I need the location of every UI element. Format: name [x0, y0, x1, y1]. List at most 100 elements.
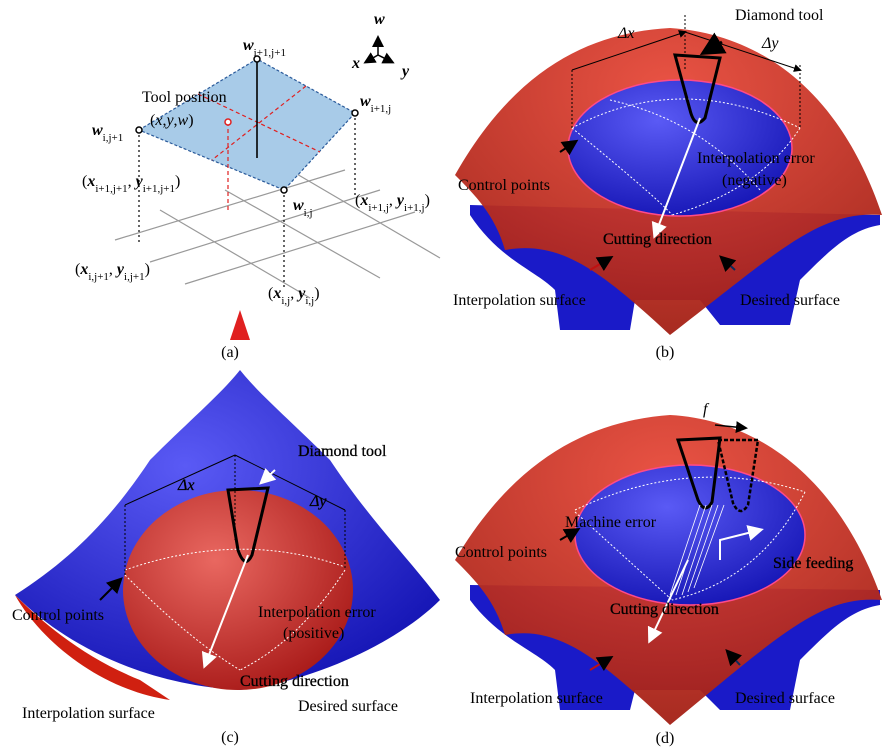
label-part: Interpolation error	[258, 604, 376, 621]
figure: (a)Tool position(x,y,w)wi+1,j+1wi,j+1wi+…	[0, 0, 884, 749]
label: Interpolation error	[258, 604, 376, 621]
label: (xi,j, yi,j)	[268, 285, 320, 307]
label-part: Interpolation surface	[453, 292, 586, 309]
label-part: x	[272, 285, 281, 302]
label: Interpolation surface	[453, 292, 586, 309]
label: wi+1,j+1	[243, 37, 286, 59]
label-part: Cutting direction	[610, 601, 719, 618]
label-part: )	[314, 285, 319, 302]
label-part: Diamond tool	[735, 7, 824, 24]
label-part: Diamond tool	[298, 443, 387, 460]
label-part: Machine error	[565, 514, 657, 531]
label-part: Δy	[761, 35, 779, 52]
label-part: Δy	[309, 493, 327, 510]
label: y	[400, 63, 410, 80]
label: Δy	[761, 35, 779, 52]
label: (negative)	[722, 172, 787, 189]
label-part: y	[400, 63, 410, 80]
label-part: w	[178, 112, 189, 129]
label: (x,y,w)	[150, 112, 194, 129]
label-part: )	[145, 261, 150, 278]
label-part: i,j	[305, 295, 314, 307]
label-part: Desired surface	[740, 292, 840, 309]
label-part: Δx	[617, 25, 635, 42]
panel-caption: (a)	[221, 344, 239, 361]
label: f	[703, 401, 710, 418]
label-part: ,	[389, 192, 397, 209]
label-part: i,j+1	[88, 271, 109, 283]
label-part: Cutting direction	[603, 231, 712, 248]
label: (xi+1,j+1, yi+1,j+1)	[82, 173, 180, 195]
label-part: Desired surface	[735, 690, 835, 707]
label: wi,j+1	[92, 122, 123, 144]
label-part: ,	[128, 173, 136, 190]
label-part: i,j+1	[124, 271, 145, 283]
label-part: w	[293, 197, 304, 214]
label-part: x	[154, 112, 162, 129]
label-part: i+1,j+1	[143, 183, 175, 195]
label-part: ,	[109, 261, 117, 278]
panel-caption: (b)	[656, 344, 675, 361]
label: Side feeding	[773, 555, 853, 572]
label: Control points	[455, 544, 547, 561]
label: w	[374, 11, 385, 28]
label-part: Control points	[12, 607, 104, 624]
panel-caption: (c)	[221, 729, 239, 746]
label-part: ,	[290, 285, 298, 302]
label-part: i,j	[281, 295, 290, 307]
label-part: w	[243, 37, 254, 54]
panel-a	[115, 38, 440, 298]
label-part: x	[351, 55, 360, 72]
label-part: Interpolation error	[697, 150, 815, 167]
label-part: i,j+1	[103, 132, 124, 144]
label: Cutting direction	[610, 601, 719, 618]
label-part: )	[175, 173, 180, 190]
label: Control points	[458, 177, 550, 194]
label-part: i+1,j+1	[254, 47, 286, 59]
label-part: x	[86, 173, 95, 190]
label-part: x	[79, 261, 88, 278]
label-part: i+1,j	[368, 202, 389, 214]
panel-b	[455, 15, 882, 335]
panel-caption: (d)	[656, 730, 675, 747]
label-part: Side feeding	[773, 555, 853, 572]
label-part: Control points	[458, 177, 550, 194]
label-part: f	[703, 401, 710, 418]
label: Control points	[12, 607, 104, 624]
label: Interpolation surface	[470, 690, 603, 707]
label: Desired surface	[735, 690, 835, 707]
label: Δx	[617, 25, 635, 42]
label: x	[351, 55, 360, 72]
label-part: Δx	[177, 477, 195, 494]
label-part: (positive)	[283, 625, 344, 642]
label: Interpolation surface	[22, 705, 155, 722]
label: (positive)	[283, 625, 344, 642]
label-part: w	[92, 122, 103, 139]
label-part: Interpolation surface	[470, 690, 603, 707]
label-part: i,j	[304, 207, 313, 219]
label: wi+1,j	[360, 93, 391, 115]
label-part: i+1,j	[371, 103, 392, 115]
label: Desired surface	[740, 292, 840, 309]
label-part: w	[360, 93, 371, 110]
label-part: x	[359, 192, 368, 209]
label-part: (negative)	[722, 172, 787, 189]
label-part: Interpolation surface	[22, 705, 155, 722]
label-part: )	[188, 112, 193, 129]
label: Cutting direction	[240, 673, 349, 690]
label: Tool position	[142, 89, 227, 106]
label-part: Tool position	[142, 89, 227, 106]
label: Δy	[309, 493, 327, 510]
label-part: i+1,j	[404, 202, 425, 214]
label: Diamond tool	[298, 443, 387, 460]
label: Diamond tool	[735, 7, 824, 24]
label-part: Control points	[455, 544, 547, 561]
label-part: Cutting direction	[240, 673, 349, 690]
label: Interpolation error	[697, 150, 815, 167]
label: Δx	[177, 477, 195, 494]
label: Machine error	[565, 514, 657, 531]
label: (xi,j+1, yi,j+1)	[75, 261, 150, 283]
label-part: w	[374, 11, 385, 28]
label-part: Desired surface	[298, 698, 398, 715]
label-part: )	[425, 192, 430, 209]
